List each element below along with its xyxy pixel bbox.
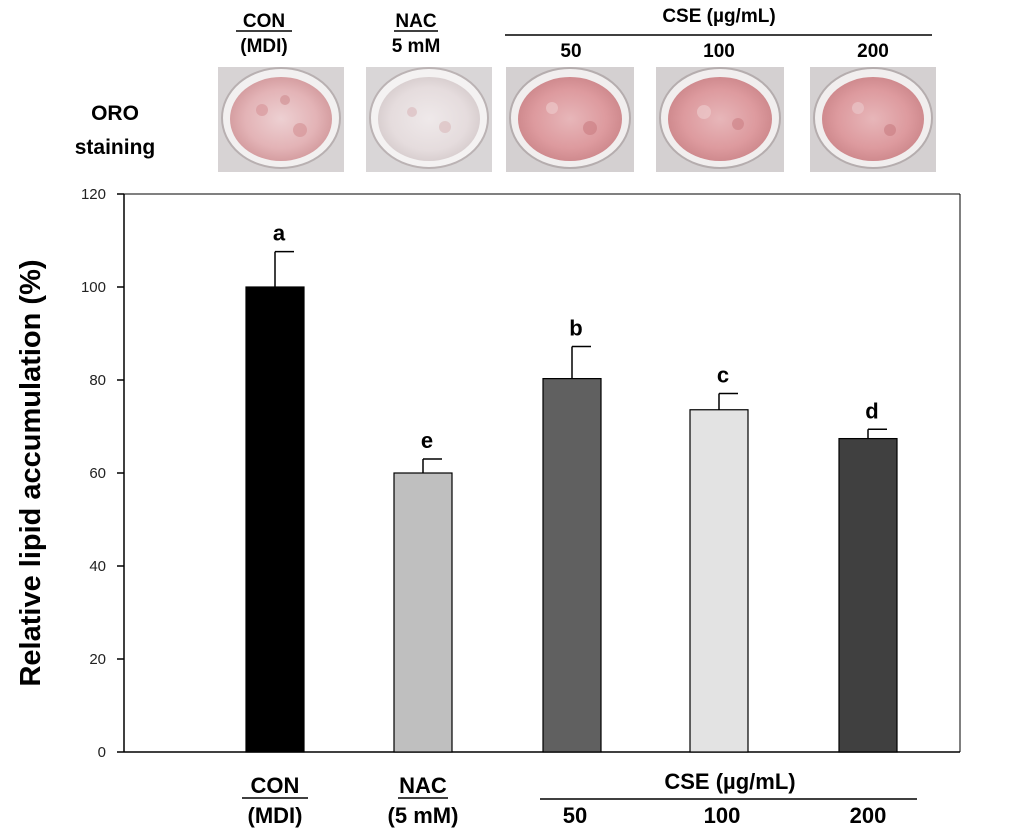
x-label-nac: NAC <box>399 773 447 798</box>
x-label-cse-dose-200: 200 <box>850 803 887 828</box>
x-label-con-sub: (MDI) <box>248 803 303 828</box>
y-tick-label: 100 <box>81 279 106 296</box>
oro-staining-label-line2: staining <box>75 136 156 159</box>
dish-photo-cse-200 <box>810 67 936 172</box>
y-tick-label: 40 <box>89 558 106 575</box>
x-label-cse-dose-100: 100 <box>704 803 741 828</box>
x-label-cse-group: CSE (µg/mL) 50 100 200 <box>540 769 917 828</box>
y-tick-label: 80 <box>89 372 106 389</box>
header-cse-dose-50: 50 <box>560 41 581 62</box>
bar <box>245 286 305 753</box>
header-cse-dose-100: 100 <box>703 41 735 62</box>
significance-label: c <box>717 362 729 387</box>
header-cse-dose-200: 200 <box>857 41 889 62</box>
x-label-nac-dose: (5 mM) <box>388 803 459 828</box>
y-tick-label: 120 <box>81 186 106 203</box>
y-axis-title: Relative lipid accumulation (%) <box>15 259 47 686</box>
dish-photo-nac <box>366 67 492 172</box>
header-nac-dose-label: 5 mM <box>392 36 441 57</box>
oro-staining-label-line1: ORO <box>91 102 139 125</box>
header-cse-title: CSE (µg/mL) <box>662 6 775 27</box>
bar-series: a e b c d <box>245 221 898 753</box>
bar <box>689 409 749 753</box>
dish-photo-cse-50 <box>506 67 634 172</box>
x-label-cse-title: CSE (µg/mL) <box>664 769 795 794</box>
y-tick-label: 20 <box>89 651 106 668</box>
header-nac-group: NAC 5 mM <box>392 11 441 57</box>
dish-photo-cse-100 <box>656 67 784 172</box>
y-tick-label: 0 <box>98 744 106 761</box>
header-nac-label: NAC <box>395 11 436 32</box>
bar <box>542 378 602 753</box>
bar <box>393 472 453 753</box>
dish-photo-con <box>218 67 344 172</box>
header-cse-group: CSE (µg/mL) 50 100 200 <box>505 6 932 62</box>
significance-label: b <box>569 316 582 341</box>
significance-label: a <box>273 221 286 246</box>
x-label-con: CON <box>251 773 300 798</box>
significance-label: d <box>865 398 878 423</box>
y-axis-ticks: 0 20 40 60 80 100 120 <box>81 186 124 761</box>
x-label-cse-dose-50: 50 <box>563 803 587 828</box>
bar <box>838 437 898 753</box>
header-con-group: CON (MDI) <box>236 11 292 57</box>
header-con-label: CON <box>243 11 285 32</box>
significance-label: e <box>421 428 433 453</box>
header-con-sub-label: (MDI) <box>240 36 287 57</box>
y-tick-label: 60 <box>89 465 106 482</box>
x-label-nac-group: NAC (5 mM) <box>388 773 459 828</box>
x-label-con-group: CON (MDI) <box>242 773 308 828</box>
